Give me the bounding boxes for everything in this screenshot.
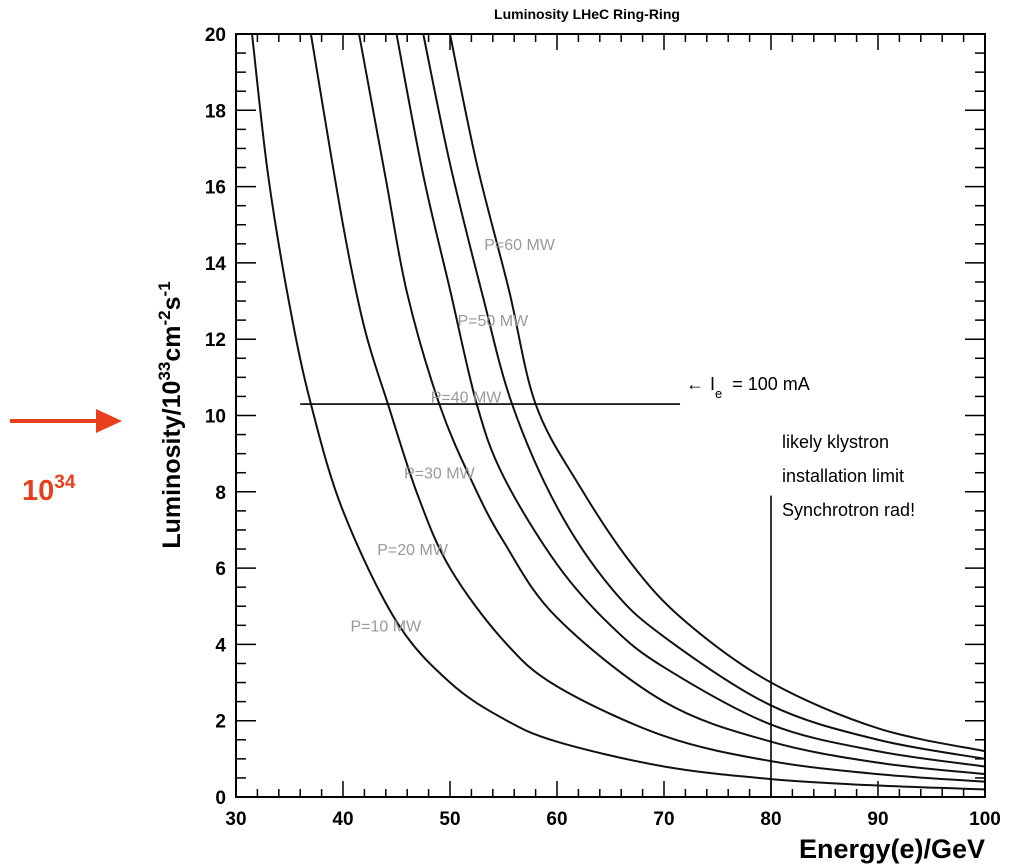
x-axis: 30 40 50 60 70 80 90 100 xyxy=(225,34,1001,830)
x-tick-label: 40 xyxy=(332,809,353,830)
side-marker-base: 10 xyxy=(22,475,54,507)
x-tick-label: 50 xyxy=(439,809,460,830)
y-tick-label: 4 xyxy=(215,635,226,656)
current-line-label: ← Ie = 100 mA xyxy=(686,374,810,401)
series-label-1: P=10 MW xyxy=(350,618,422,635)
y-axis: 0 2 4 6 8 10 12 14 16 18 20 xyxy=(205,25,985,809)
y-tick-label: 16 xyxy=(205,178,226,199)
y-axis-title-exp2: -2 xyxy=(155,310,174,325)
limit-text-2: installation limit xyxy=(782,466,904,486)
y-tick-label: 20 xyxy=(205,25,226,46)
y-axis-title-s: s xyxy=(158,296,186,310)
series-labels: P=10 MW P=20 MW P=30 MW P=40 MW P=50 MW P=60 … xyxy=(350,237,555,636)
y-tick-label: 14 xyxy=(205,254,227,275)
y-axis-title-mid: cm xyxy=(158,326,186,362)
side-marker-label: 1034 xyxy=(22,472,76,507)
limit-text-3: Synchrotron rad! xyxy=(782,500,915,520)
y-tick-label: 2 xyxy=(215,712,226,733)
y-tick-label: 10 xyxy=(205,407,226,428)
y-tick-label: 18 xyxy=(205,101,226,122)
series-curves xyxy=(251,33,986,791)
current-sub: e xyxy=(715,386,722,401)
series-label-5: P=50 MW xyxy=(457,313,529,330)
limit-text-1: likely klystron xyxy=(782,432,889,452)
y-axis-title-exp3: -1 xyxy=(155,281,174,296)
side-marker: 1034 xyxy=(10,409,122,507)
y-tick-label: 6 xyxy=(215,559,226,580)
x-tick-label: 70 xyxy=(653,809,674,830)
series-line-5 xyxy=(422,33,986,760)
series-label-2: P=20 MW xyxy=(377,542,449,559)
series-label-4: P=40 MW xyxy=(431,389,503,406)
y-axis-title: Luminosity/1033cm-2s-1 xyxy=(155,281,186,548)
current-arrow: ← xyxy=(686,374,704,394)
series-line-2 xyxy=(309,33,986,783)
y-tick-label: 0 xyxy=(215,788,226,809)
series-label-6: P=60 MW xyxy=(484,237,556,254)
current-I: I xyxy=(710,374,715,394)
x-tick-label: 100 xyxy=(969,809,1001,830)
series-line-3 xyxy=(358,33,986,776)
y-axis-title-base: Luminosity/10 xyxy=(158,381,186,549)
side-arrow-head xyxy=(96,409,122,433)
side-marker-exponent: 34 xyxy=(54,472,76,493)
y-tick-label: 12 xyxy=(205,330,226,351)
plot-frame xyxy=(235,33,986,798)
x-tick-label: 60 xyxy=(546,809,567,830)
chart-title: Luminosity LHeC Ring-Ring xyxy=(494,6,680,22)
current-rest: = 100 mA xyxy=(732,374,810,394)
y-axis-title-exp1: 33 xyxy=(155,362,174,381)
series-line-4 xyxy=(395,33,986,768)
y-tick-label: 8 xyxy=(215,483,226,504)
series-label-3: P=30 MW xyxy=(404,466,476,483)
x-tick-label: 30 xyxy=(225,809,246,830)
series-line-6 xyxy=(449,33,986,753)
x-tick-label: 90 xyxy=(867,809,888,830)
x-axis-title: Energy(e)/GeV xyxy=(799,834,985,864)
x-tick-label: 80 xyxy=(760,809,781,830)
series-line-1 xyxy=(251,33,986,791)
